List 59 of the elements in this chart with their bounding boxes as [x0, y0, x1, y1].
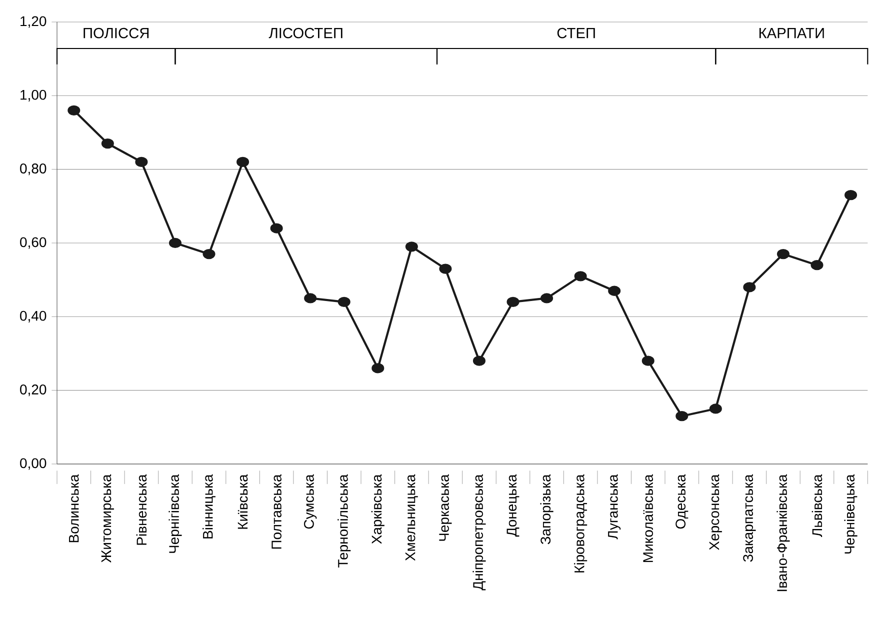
x-tick-label: Донецька	[506, 474, 520, 537]
x-tick-label: Сумська	[304, 474, 317, 529]
point	[642, 356, 654, 366]
point	[270, 223, 283, 234]
point	[810, 260, 824, 270]
x-tick-label: Івано-Франківська	[776, 474, 790, 592]
x-tick-label: Київська	[238, 474, 248, 529]
point	[472, 356, 486, 366]
x-tick-label: Тернопільська	[338, 474, 351, 568]
y-tick-label: 1,00	[20, 90, 46, 102]
point	[68, 105, 80, 116]
x-tick-label: Чернівецька	[844, 474, 858, 554]
x-tick-label: Черкаська	[439, 474, 452, 541]
x-tick-label: Миколаївська	[643, 474, 654, 562]
x-tick-label: Дніпропетровська	[472, 474, 486, 590]
x-tick-label: Херсонська	[709, 474, 722, 550]
x-tick-label: Хмельницька	[405, 474, 418, 561]
point	[608, 286, 621, 296]
x-tick-label: Волинська	[69, 474, 79, 542]
point	[236, 156, 250, 168]
x-tick-label: Полтавська	[272, 474, 282, 549]
y-tick-label: 0,40	[20, 310, 46, 322]
annotation: ПОЛІССЯ	[84, 28, 149, 38]
x-tick-label: Вінницька	[202, 474, 216, 538]
x-tick-label: Львівська	[812, 474, 822, 537]
x-tick-label: Рівненська	[136, 474, 147, 545]
point	[709, 404, 722, 414]
point	[338, 296, 350, 307]
point	[844, 190, 858, 200]
x-tick-label: Кіровоградська	[574, 474, 588, 572]
x-tick-label: Харківська	[371, 474, 384, 544]
point	[743, 282, 756, 292]
point	[574, 271, 587, 282]
annotation: ЛІСОСТЕП	[268, 28, 342, 38]
x-tick-label: Луганська	[608, 474, 621, 540]
x-tick-label: Закарпатська	[743, 474, 756, 562]
point	[540, 293, 554, 304]
point	[168, 238, 182, 248]
point	[304, 293, 317, 304]
x-tick-label: Чернігівська	[168, 474, 182, 553]
point	[202, 248, 216, 260]
point	[506, 296, 520, 307]
point	[135, 156, 148, 168]
point	[405, 242, 418, 252]
y-tick-label: 0,60	[20, 237, 46, 249]
y-tick-label: 1,20	[20, 16, 46, 28]
point	[676, 411, 688, 422]
point	[101, 138, 114, 149]
y-tick-label: 0,80	[20, 164, 46, 176]
point	[372, 363, 384, 374]
annotation: КАРПАТИ	[759, 28, 824, 38]
x-tick-label: Одеська	[676, 474, 688, 529]
x-tick-label: Житомирська	[101, 474, 114, 563]
x-tick-label: Запорізька	[540, 474, 554, 544]
y-tick-label: 0,00	[20, 458, 46, 470]
point	[776, 248, 790, 260]
y-tick-label: 0,20	[20, 384, 46, 396]
point	[439, 264, 452, 274]
annotation: СТЕП	[557, 28, 595, 38]
